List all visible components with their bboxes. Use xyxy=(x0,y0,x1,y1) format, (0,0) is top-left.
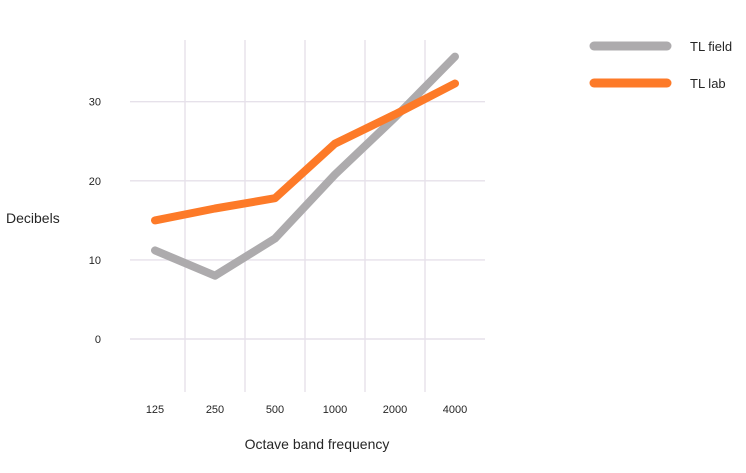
data-point xyxy=(394,113,396,115)
x-tick-label: 500 xyxy=(266,404,284,416)
x-tick-label: 4000 xyxy=(443,404,467,416)
x-tick-label: 1000 xyxy=(323,404,347,416)
data-point xyxy=(334,173,336,175)
data-point xyxy=(274,238,276,240)
series-lines xyxy=(151,52,459,280)
series-line-1 xyxy=(151,79,459,225)
data-point xyxy=(154,219,156,221)
data-point xyxy=(214,207,216,209)
data-point xyxy=(454,56,456,58)
y-axis-title: Decibels xyxy=(6,210,60,226)
data-point xyxy=(274,197,276,199)
x-axis-title: Octave band frequency xyxy=(245,436,390,452)
legend: TL field TL lab xyxy=(589,39,732,91)
data-point xyxy=(334,143,336,145)
x-tick-label: 2000 xyxy=(383,404,407,416)
legend-label: TL lab xyxy=(690,76,726,91)
data-point xyxy=(454,83,456,85)
y-tick-label: 0 xyxy=(95,334,101,346)
y-tick-label: 10 xyxy=(89,255,101,267)
legend-label: TL field xyxy=(690,39,732,54)
y-tick-label: 30 xyxy=(89,97,101,109)
x-tick-label: 125 xyxy=(146,404,164,416)
x-tick-label: 250 xyxy=(206,404,224,416)
data-point xyxy=(214,275,216,277)
data-point xyxy=(154,249,156,251)
y-tick-label: 20 xyxy=(89,176,101,188)
tick-labels: 0 10 20 30 125 250 500 1000 2000 4000 xyxy=(89,97,467,416)
